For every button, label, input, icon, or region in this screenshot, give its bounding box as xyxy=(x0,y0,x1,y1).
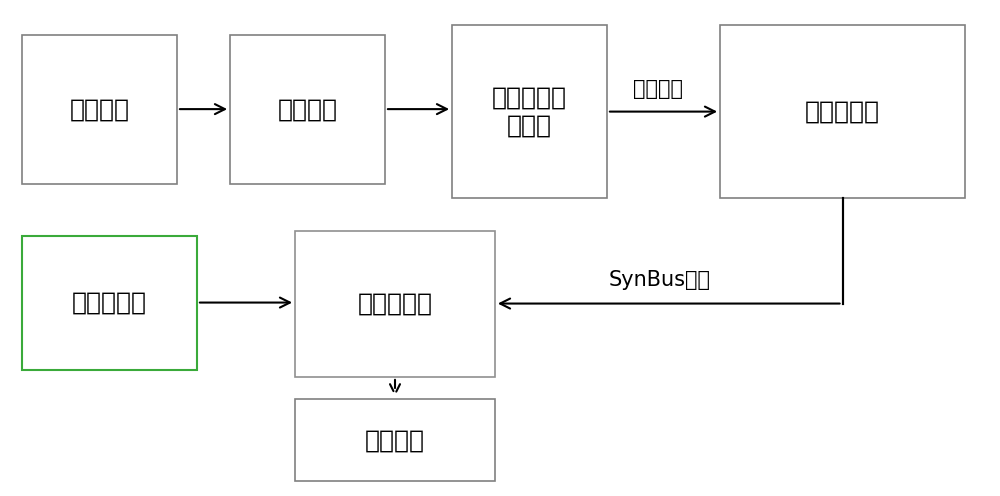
Text: 特征规则库: 特征规则库 xyxy=(72,291,147,314)
FancyBboxPatch shape xyxy=(22,35,177,184)
Text: 被测对象: 被测对象 xyxy=(70,97,130,121)
Text: SynBus总线: SynBus总线 xyxy=(609,270,711,290)
FancyBboxPatch shape xyxy=(22,236,197,370)
Text: 小波变换: 小波变换 xyxy=(633,79,683,99)
FancyBboxPatch shape xyxy=(452,25,607,198)
Text: 主分析系统: 主分析系统 xyxy=(358,292,432,316)
FancyBboxPatch shape xyxy=(295,231,495,377)
FancyBboxPatch shape xyxy=(720,25,965,198)
FancyBboxPatch shape xyxy=(230,35,385,184)
FancyBboxPatch shape xyxy=(295,399,495,481)
Text: 数据采集与
预处理: 数据采集与 预处理 xyxy=(492,86,567,137)
Text: 诊断决策: 诊断决策 xyxy=(365,428,425,452)
Text: 小波时频谱: 小波时频谱 xyxy=(805,100,880,124)
Text: 传感装置: 传感装置 xyxy=(278,97,338,121)
